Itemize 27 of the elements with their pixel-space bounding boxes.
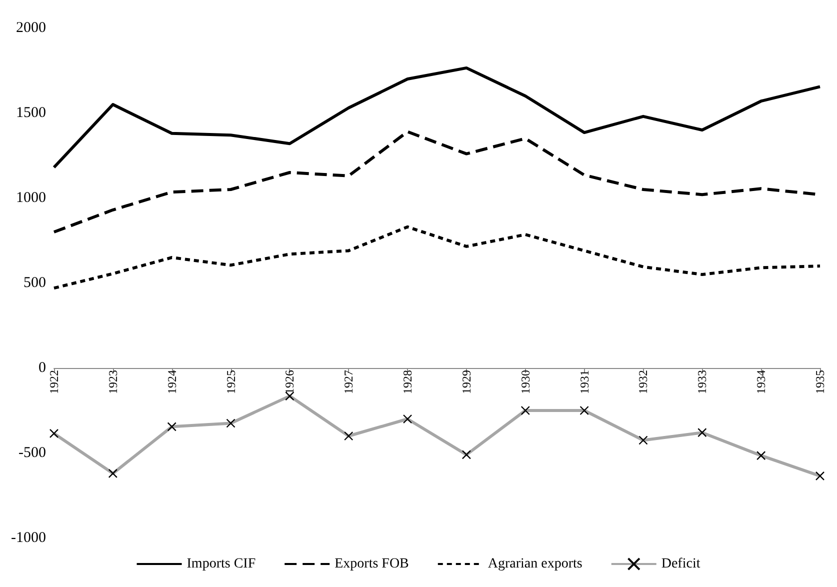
x-tick-label: 1928 (400, 370, 415, 394)
x-tick-label: 1934 (754, 370, 768, 394)
x-tick-label: 1922 (46, 370, 61, 394)
y-tick-label: -1000 (10, 530, 46, 546)
x-tick-label: 1930 (518, 370, 532, 394)
x-tick-label: 1927 (342, 370, 356, 394)
legend-label: Imports CIF (186, 556, 256, 572)
line-series (52, 66, 822, 169)
y-tick-label: 2000 (16, 20, 46, 36)
x-tick-label: 1924 (164, 370, 179, 394)
x-tick-label: 1926 (282, 370, 297, 394)
x-tick-label: 1923 (106, 370, 120, 394)
legend-label: Agrarian exports (488, 556, 582, 572)
y-tick-label: -500 (18, 445, 46, 461)
y-tick-label: 0 (38, 360, 46, 376)
legend-label: Deficit (661, 556, 700, 572)
x-tick-label: 1931 (577, 370, 592, 394)
x-tick-label: 1935 (813, 370, 827, 394)
x-tick-label: 1932 (636, 370, 650, 394)
legend-label: Exports FOB (334, 556, 409, 572)
y-tick-label: 1500 (16, 105, 46, 121)
y-tick-label: 500 (23, 275, 46, 291)
line-series (52, 225, 822, 290)
x-tick-label: 1929 (459, 370, 474, 394)
y-tick-label: 1000 (16, 190, 46, 206)
x-tick-label: 1933 (695, 370, 710, 394)
x-tick-label: 1925 (224, 370, 238, 394)
